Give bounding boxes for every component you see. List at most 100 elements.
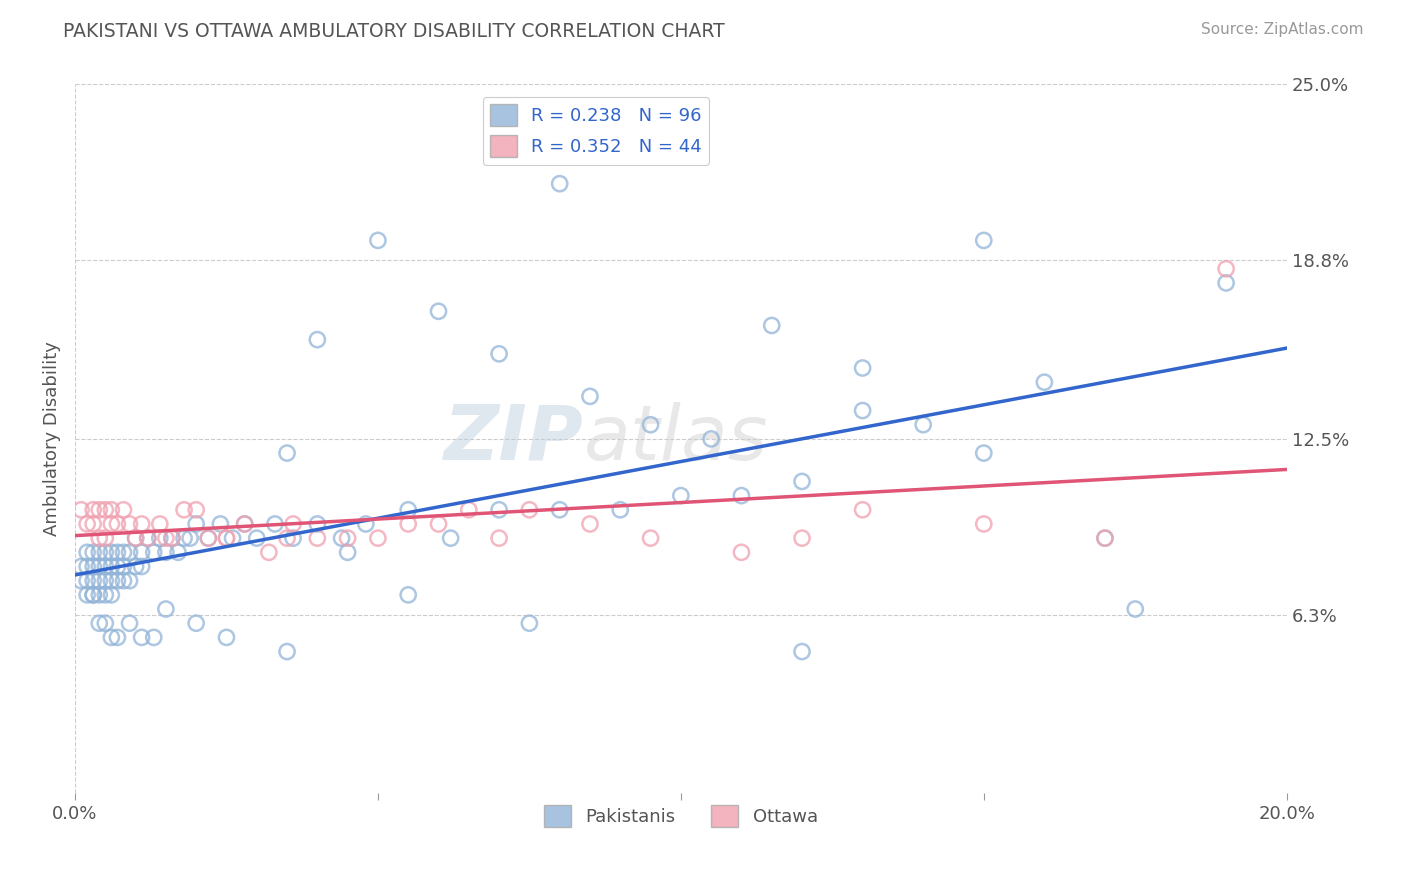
Point — [82, 588, 104, 602]
Text: Source: ZipAtlas.com: Source: ZipAtlas.com — [1201, 22, 1364, 37]
Point — [76, 574, 98, 588]
Point — [852, 361, 875, 376]
Point — [354, 516, 377, 531]
Point — [118, 574, 141, 588]
Point — [82, 516, 104, 531]
Point — [1033, 375, 1056, 389]
Point — [124, 531, 146, 545]
Text: ZIP: ZIP — [444, 402, 583, 476]
Point — [367, 531, 389, 545]
Point — [70, 503, 93, 517]
Point — [1094, 531, 1116, 545]
Text: PAKISTANI VS OTTAWA AMBULATORY DISABILITY CORRELATION CHART: PAKISTANI VS OTTAWA AMBULATORY DISABILIT… — [63, 22, 725, 41]
Point — [82, 588, 104, 602]
Point — [118, 545, 141, 559]
Point — [89, 503, 111, 517]
Point — [155, 545, 177, 559]
Point — [548, 177, 571, 191]
Point — [107, 559, 129, 574]
Point — [609, 503, 631, 517]
Point — [82, 574, 104, 588]
Point — [790, 475, 813, 489]
Point — [76, 559, 98, 574]
Point — [94, 531, 117, 545]
Point — [973, 446, 995, 460]
Point — [149, 516, 172, 531]
Point — [579, 516, 602, 531]
Point — [100, 516, 122, 531]
Point — [118, 516, 141, 531]
Point — [281, 531, 304, 545]
Point — [281, 516, 304, 531]
Point — [197, 531, 219, 545]
Point — [124, 559, 146, 574]
Point — [112, 503, 135, 517]
Point — [790, 644, 813, 658]
Point — [427, 516, 450, 531]
Point — [89, 559, 111, 574]
Point — [488, 531, 510, 545]
Point — [94, 574, 117, 588]
Point — [367, 234, 389, 248]
Point — [330, 531, 353, 545]
Point — [1123, 602, 1146, 616]
Point — [142, 545, 165, 559]
Point — [155, 602, 177, 616]
Point — [427, 304, 450, 318]
Point — [173, 531, 195, 545]
Point — [307, 333, 329, 347]
Point — [82, 545, 104, 559]
Point — [94, 588, 117, 602]
Point — [852, 403, 875, 417]
Point — [276, 644, 298, 658]
Point — [89, 545, 111, 559]
Point — [761, 318, 783, 333]
Point — [1094, 531, 1116, 545]
Point — [488, 347, 510, 361]
Point — [215, 631, 238, 645]
Point — [155, 531, 177, 545]
Point — [142, 631, 165, 645]
Point — [973, 516, 995, 531]
Point — [276, 531, 298, 545]
Point — [215, 531, 238, 545]
Point — [107, 545, 129, 559]
Point — [149, 531, 172, 545]
Point — [730, 489, 752, 503]
Point — [912, 417, 935, 432]
Point — [76, 545, 98, 559]
Point — [215, 531, 238, 545]
Point — [246, 531, 269, 545]
Point — [209, 516, 232, 531]
Point — [70, 574, 93, 588]
Point — [94, 616, 117, 631]
Point — [669, 489, 692, 503]
Point — [82, 503, 104, 517]
Point — [167, 545, 190, 559]
Point — [276, 446, 298, 460]
Point — [519, 503, 541, 517]
Point — [640, 531, 662, 545]
Point — [160, 531, 183, 545]
Point — [186, 516, 208, 531]
Point — [160, 531, 183, 545]
Point — [94, 545, 117, 559]
Point — [730, 545, 752, 559]
Point — [112, 574, 135, 588]
Point — [336, 545, 359, 559]
Point — [100, 559, 122, 574]
Point — [112, 559, 135, 574]
Point — [579, 389, 602, 403]
Point — [790, 531, 813, 545]
Point — [107, 516, 129, 531]
Point — [440, 531, 463, 545]
Point — [70, 559, 93, 574]
Point — [124, 531, 146, 545]
Point — [186, 503, 208, 517]
Point — [1215, 276, 1237, 290]
Point — [640, 417, 662, 432]
Point — [76, 588, 98, 602]
Point — [89, 616, 111, 631]
Point — [336, 531, 359, 545]
Point — [233, 516, 256, 531]
